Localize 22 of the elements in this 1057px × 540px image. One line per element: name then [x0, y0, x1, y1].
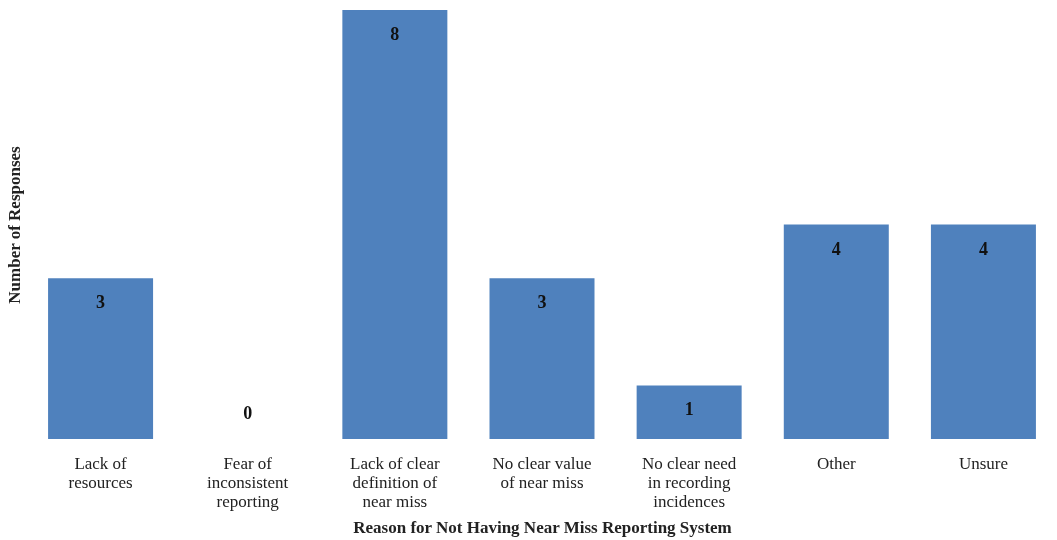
data-label: 3 — [537, 292, 547, 313]
x-tick-label: Other — [816, 453, 856, 473]
data-label: 8 — [390, 24, 400, 44]
x-tick-label: Lack of clear definition of near miss — [350, 453, 441, 511]
x-axis-title: Reason for Not Having Near Miss Reporting System — [353, 517, 732, 537]
data-label: 1 — [684, 399, 694, 420]
x-tick-label: Fear of inconsistent reporting — [207, 453, 289, 511]
x-tick-label: Unsure — [958, 453, 1008, 473]
bar — [930, 224, 1036, 439]
data-label: 3 — [96, 292, 106, 313]
bar — [636, 385, 742, 439]
data-label: 4 — [831, 238, 841, 259]
x-tick-label: Lack of resources — [68, 453, 133, 492]
data-label: 4 — [978, 238, 988, 259]
x-tick-label: No clear value of near miss — [492, 453, 592, 492]
bar — [783, 224, 889, 439]
x-tick-label: No clear need in recording incidences — [641, 453, 737, 511]
data-label: 0 — [243, 403, 253, 423]
bar — [342, 10, 448, 439]
bar — [48, 278, 154, 439]
bar — [489, 278, 595, 439]
y-axis-title: Number of Responses — [4, 145, 24, 304]
